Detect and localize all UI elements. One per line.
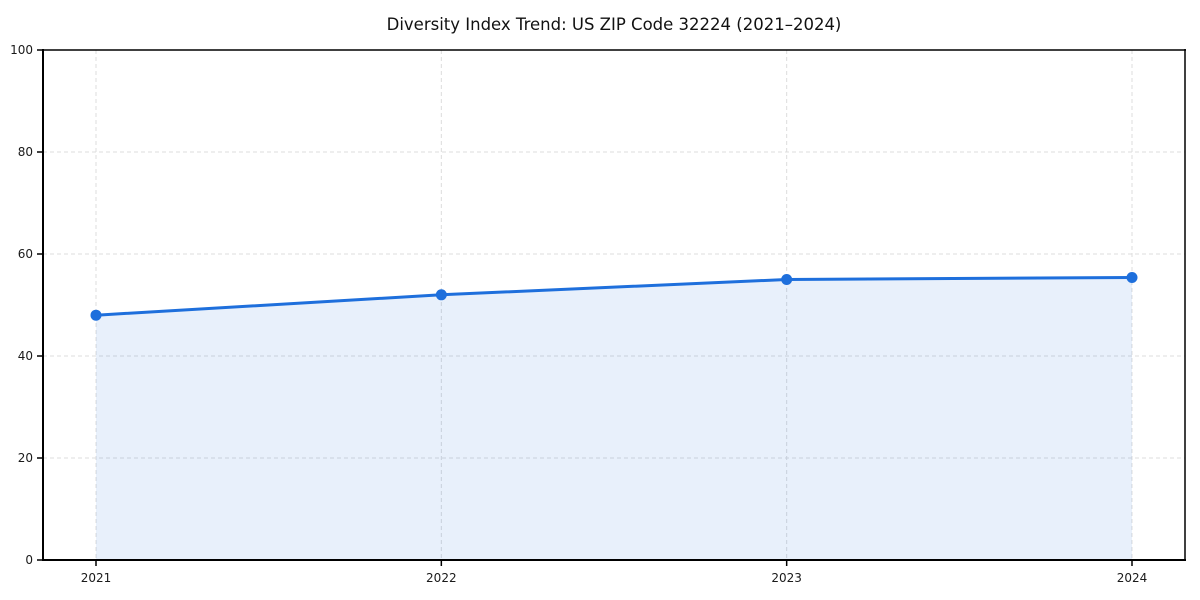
trend-line [94, 275, 1134, 317]
data-point-2022 [435, 289, 447, 301]
x-axis-tick-labels: 2021 2022 2023 2024 [81, 571, 1148, 585]
x-tick-label-2024: 2024 [1117, 571, 1148, 585]
area-fill [96, 277, 1132, 560]
data-point-markers [90, 271, 1138, 321]
y-tick-label-0: 0 [25, 553, 33, 567]
axis-tick-marks [37, 49, 1133, 566]
y-tick-label-80: 80 [18, 145, 33, 159]
axes-spines [42, 49, 1186, 561]
data-point-2023 [781, 274, 793, 285]
y-tick-label-20: 20 [18, 451, 33, 465]
x-tick-label-2022: 2022 [426, 571, 457, 585]
data-point-2024 [1126, 271, 1138, 283]
x-tick-label-2021: 2021 [81, 571, 112, 585]
gridlines [43, 50, 1185, 560]
area-series [96, 277, 1132, 560]
line-series [94, 275, 1134, 317]
y-tick-label-100: 100 [10, 43, 33, 57]
x-tick-label-2023: 2023 [771, 571, 802, 585]
y-tick-label-60: 60 [18, 247, 33, 261]
y-axis-tick-labels: 0 20 40 60 80 100 [10, 43, 33, 567]
data-point-2021 [90, 309, 102, 321]
chart-title: Diversity Index Trend: US ZIP Code 32224… [387, 15, 842, 34]
y-tick-label-40: 40 [18, 349, 33, 363]
